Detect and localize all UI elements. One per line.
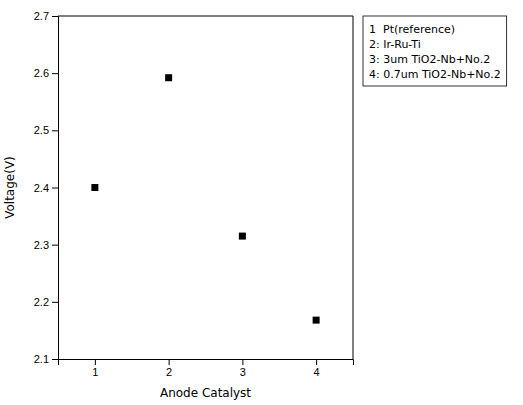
frame-line (58, 16, 353, 17)
tick-mark (242, 359, 243, 365)
tick: 2.1 (34, 353, 58, 365)
tick: 2.5 (34, 124, 58, 136)
tick: 4 (314, 359, 320, 378)
tick: 2.4 (34, 182, 58, 194)
annotation-box (363, 16, 507, 86)
annotation: 1 Pt(reference) 2: Ir-Ru-Ti 3: 3um TiO2-Nb… (363, 16, 507, 86)
tick: 2 (166, 359, 172, 378)
tick-label: 2.7 (34, 10, 49, 22)
axis-line (52, 17, 59, 360)
tick-label: 2.6 (34, 67, 49, 79)
chart-svg: 1 2 3 4 2.1 2.2 2.3 2.4 2.5 2.6 2.7 Anode Catalyst V… (0, 0, 523, 405)
tick-label: 2.1 (34, 353, 49, 365)
tick-mark (52, 245, 58, 246)
marks (91, 74, 319, 323)
point (239, 233, 246, 240)
point (91, 184, 98, 191)
tick-mark (95, 359, 96, 365)
x-axis-title: Anode Catalyst (160, 386, 251, 400)
chart-container: 1 2 3 4 2.1 2.2 2.3 2.4 2.5 2.6 2.7 Anode Catalyst V… (0, 0, 523, 405)
tick-mark (52, 16, 58, 17)
tick: 2.3 (34, 239, 58, 251)
axis-line (59, 360, 354, 366)
annotation-text: 2: Ir-Ru-Ti (369, 38, 421, 51)
tick-label: 4 (314, 366, 320, 378)
tick-mark (52, 130, 58, 131)
tick: 2.2 (34, 296, 58, 308)
tick: 3 (240, 359, 246, 378)
point (165, 74, 172, 81)
annotation-text: 4: 0.7um TiO2-Nb+No.2 (369, 68, 501, 81)
tick-mark (169, 359, 170, 365)
tick-mark (52, 188, 58, 189)
y-axis: 2.1 2.2 2.3 2.4 2.5 2.6 2.7 (34, 10, 59, 365)
tick-label: 2.2 (34, 296, 49, 308)
tick-mark (52, 73, 58, 74)
plot-area: 1 2 3 4 2.1 2.2 2.3 2.4 2.5 2.6 2.7 (34, 10, 354, 378)
tick-label: 1 (92, 366, 98, 378)
y-axis-title: Voltage(V) (3, 156, 17, 219)
tick: 1 (92, 359, 98, 378)
tick-label: 2 (166, 366, 172, 378)
annotation-text: 1 Pt(reference) (369, 23, 455, 36)
tick-label: 3 (240, 366, 246, 378)
frame-line (353, 16, 354, 359)
point (313, 317, 320, 324)
tick-mark (52, 359, 58, 360)
tick: 2.6 (34, 67, 58, 79)
tick-label: 2.3 (34, 239, 49, 251)
tick: 2.7 (34, 10, 58, 22)
tick-mark (316, 359, 317, 365)
tick-label: 2.4 (34, 182, 49, 194)
tick-label: 2.5 (34, 124, 49, 136)
x-axis: 1 2 3 4 (59, 359, 354, 378)
tick-mark (52, 302, 58, 303)
annotation-text: 3: 3um TiO2-Nb+No.2 (369, 53, 490, 66)
